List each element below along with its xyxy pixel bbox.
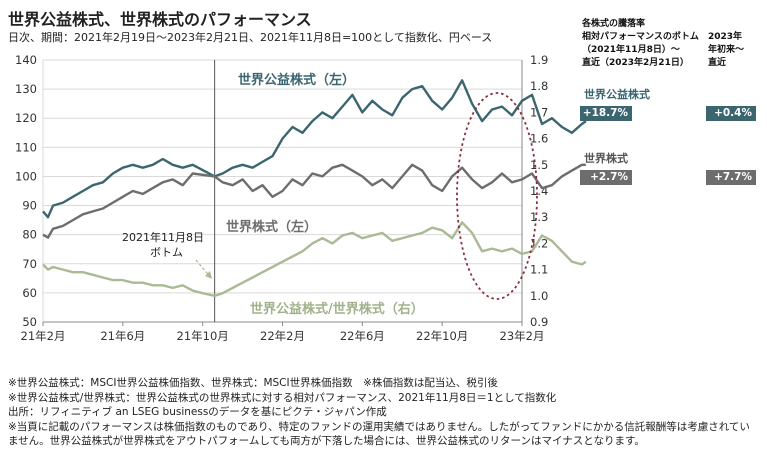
badge-utilities-since-bottom: +18.7%	[580, 106, 632, 121]
in-chart-label-relative: 世界公益株式/世界株式（右）	[250, 301, 424, 317]
left-axis-tick-label: 100	[15, 169, 37, 183]
x-axis-tick-label: 21年6月	[100, 329, 145, 343]
series-line-global-utilities	[42, 79, 587, 219]
side-label-global-equity: 世界株式	[584, 152, 628, 165]
footnote-line: ※世界公益株式：MSCI世界公益株価指数、世界株式：MSCI世界株価指数 ※株価…	[8, 377, 498, 389]
badge-equity-since-bottom: +2.7%	[580, 170, 632, 185]
x-axis-tick-label: 21年10月	[177, 329, 229, 343]
badge-equity-ytd: +7.7%	[706, 170, 756, 185]
chart-subtitle: 日次、期間：2021年2月19日～2023年2月21日、2021年11月8日=1…	[8, 31, 493, 44]
left-axis-tick-label: 120	[15, 111, 37, 125]
right-axis-tick-label: 0.9	[530, 315, 548, 329]
right-axis-tick-label: 1.9	[530, 53, 548, 67]
side-panel-heading-ytd: 2023年 年初来～ 直近	[708, 31, 744, 70]
right-axis-tick-label: 1.0	[530, 289, 548, 303]
footnote-line: 出所：リフィニティブ an LSEG businessのデータを基にピクテ・ジャ…	[8, 406, 387, 418]
footnotes: ※世界公益株式：MSCI世界公益株価指数、世界株式：MSCI世界株価指数 ※株価…	[8, 376, 760, 449]
bottom-annotation-date: 2021年11月8日	[122, 230, 204, 244]
side-heading-line: 各株式の騰落率	[582, 19, 646, 29]
highlight-oval	[456, 92, 538, 300]
side-heading-line: 年初来～	[708, 45, 745, 55]
side-heading-line: 2023年	[708, 32, 743, 42]
bottom-annotation-text: ボトム	[150, 246, 183, 259]
side-label-global-utilities: 世界公益株式	[584, 88, 650, 101]
right-axis-tick-label: 1.5	[530, 158, 548, 172]
series-line-relative-performance	[42, 221, 587, 297]
footnote-disclaimer: ※当頁に記載のパフォーマンスは株価指数のものであり、特定のファンドの運用実績では…	[8, 420, 750, 448]
bottom-annotation-arrowhead	[205, 271, 212, 279]
performance-line-chart: 50607080901001101201301400.91.01.11.21.3…	[15, 53, 587, 343]
left-axis-tick-label: 130	[15, 82, 37, 96]
x-axis-tick-label: 23年2月	[500, 329, 545, 343]
side-heading-line: 直近	[708, 58, 727, 68]
side-heading-line: 直近（2023年2月21日）	[582, 58, 689, 68]
right-axis-tick-label: 1.3	[530, 210, 548, 224]
left-axis-tick-label: 140	[15, 53, 37, 67]
side-heading-line: 相対パフォーマンスのボトム	[582, 32, 699, 42]
right-axis-tick-label: 1.6	[530, 132, 548, 146]
in-chart-label-global-utilities: 世界公益株式（左）	[238, 72, 355, 88]
x-axis-tick-label: 22年10月	[416, 329, 468, 343]
right-axis-tick-label: 1.8	[530, 79, 548, 93]
side-heading-line: （2021年11月8日）～	[582, 45, 680, 55]
left-axis-tick-label: 60	[22, 286, 37, 300]
left-axis-tick-label: 80	[22, 228, 37, 242]
series-line-global-equity	[42, 163, 586, 239]
x-axis-tick-label: 21年2月	[21, 329, 66, 343]
right-axis-tick-label: 1.1	[530, 263, 548, 277]
left-axis-tick-label: 110	[15, 140, 37, 154]
in-chart-label-global-equity: 世界株式（左）	[226, 219, 317, 235]
badge-utilities-ytd: +0.4%	[706, 106, 756, 121]
footnote-line: ※世界公益株式/世界株式：世界公益株式の世界株式に対する相対パフォーマンス、20…	[8, 391, 557, 404]
side-panel-heading-change: 各株式の騰落率 相対パフォーマンスのボトム （2021年11月8日）～ 直近（2…	[582, 18, 699, 70]
x-axis-tick-label: 22年6月	[340, 329, 385, 343]
left-axis-tick-label: 90	[22, 199, 37, 213]
chart-title: 世界公益株式、世界株式のパフォーマンス	[8, 10, 312, 29]
x-axis-tick-label: 22年2月	[260, 329, 305, 343]
left-axis-tick-label: 50	[22, 315, 37, 329]
left-axis-tick-label: 70	[22, 257, 37, 271]
